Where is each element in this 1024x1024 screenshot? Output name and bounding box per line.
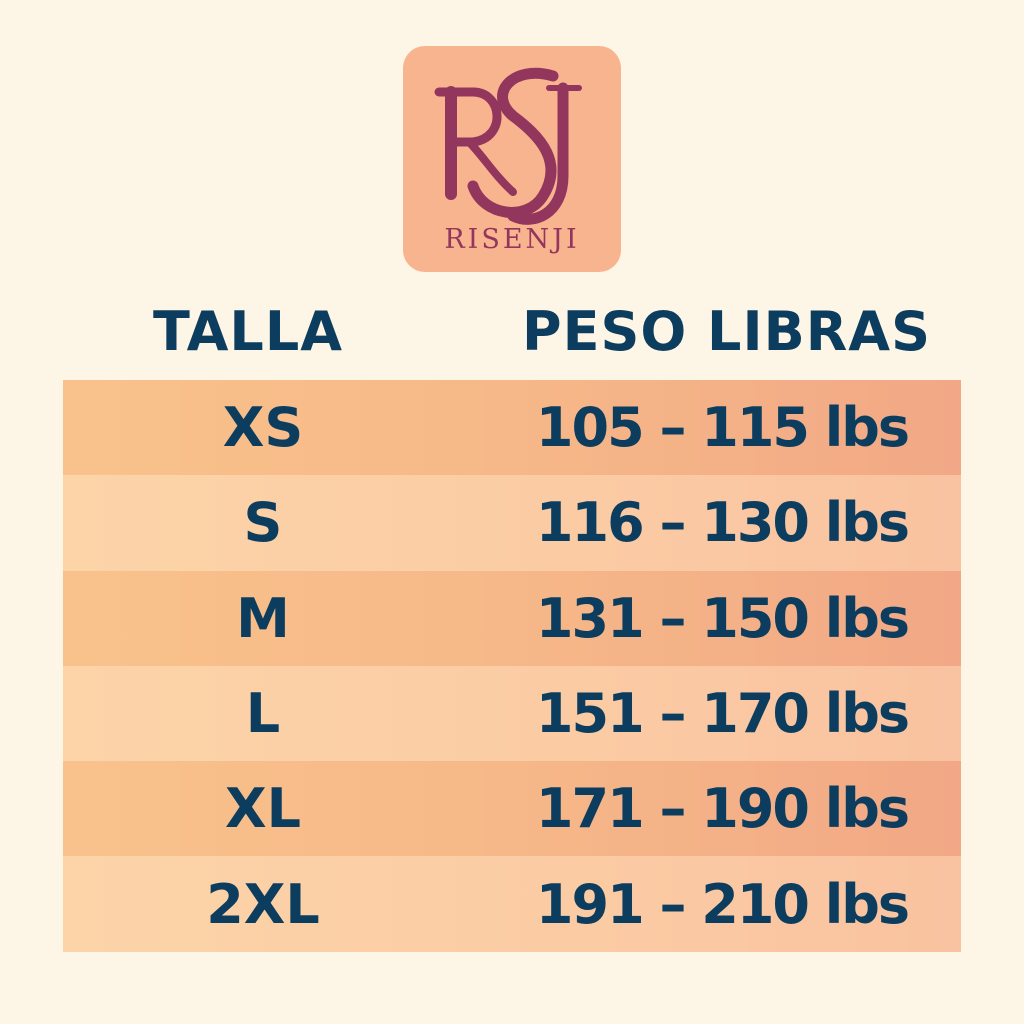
size-cell: 2XL — [206, 872, 320, 936]
table-row: XL 171 – 190 lbs — [63, 761, 961, 857]
rsj-monogram-icon — [434, 67, 582, 225]
table-row: 2XL 191 – 210 lbs — [63, 856, 961, 952]
table-row: XS 105 – 115 lbs — [63, 380, 961, 476]
size-cell: XS — [222, 396, 304, 460]
weight-cell: 191 – 210 lbs — [535, 872, 910, 936]
size-cell: M — [236, 586, 290, 650]
weight-cell: 116 – 130 lbs — [535, 491, 910, 555]
weight-cell: 131 – 150 lbs — [535, 586, 910, 650]
table-row: M 131 – 150 lbs — [63, 570, 961, 666]
column-header-weight: PESO LIBRAS — [522, 300, 931, 363]
size-cell: S — [243, 491, 283, 555]
weight-cell: 151 – 170 lbs — [535, 682, 910, 746]
column-header-size: TALLA — [153, 300, 344, 363]
weight-cell: 105 – 115 lbs — [535, 396, 910, 460]
table-row: S 116 – 130 lbs — [63, 475, 961, 571]
size-cell: XL — [224, 777, 302, 841]
table-row: L 151 – 170 lbs — [63, 665, 961, 762]
size-table: XS 105 – 115 lbs S 116 – 130 lbs M 131 – 15… — [63, 380, 961, 952]
weight-cell: 171 – 190 lbs — [535, 777, 910, 841]
brand-logo: RISENJI — [403, 46, 621, 272]
brand-name: RISENJI — [444, 224, 580, 255]
size-cell: L — [245, 682, 281, 746]
